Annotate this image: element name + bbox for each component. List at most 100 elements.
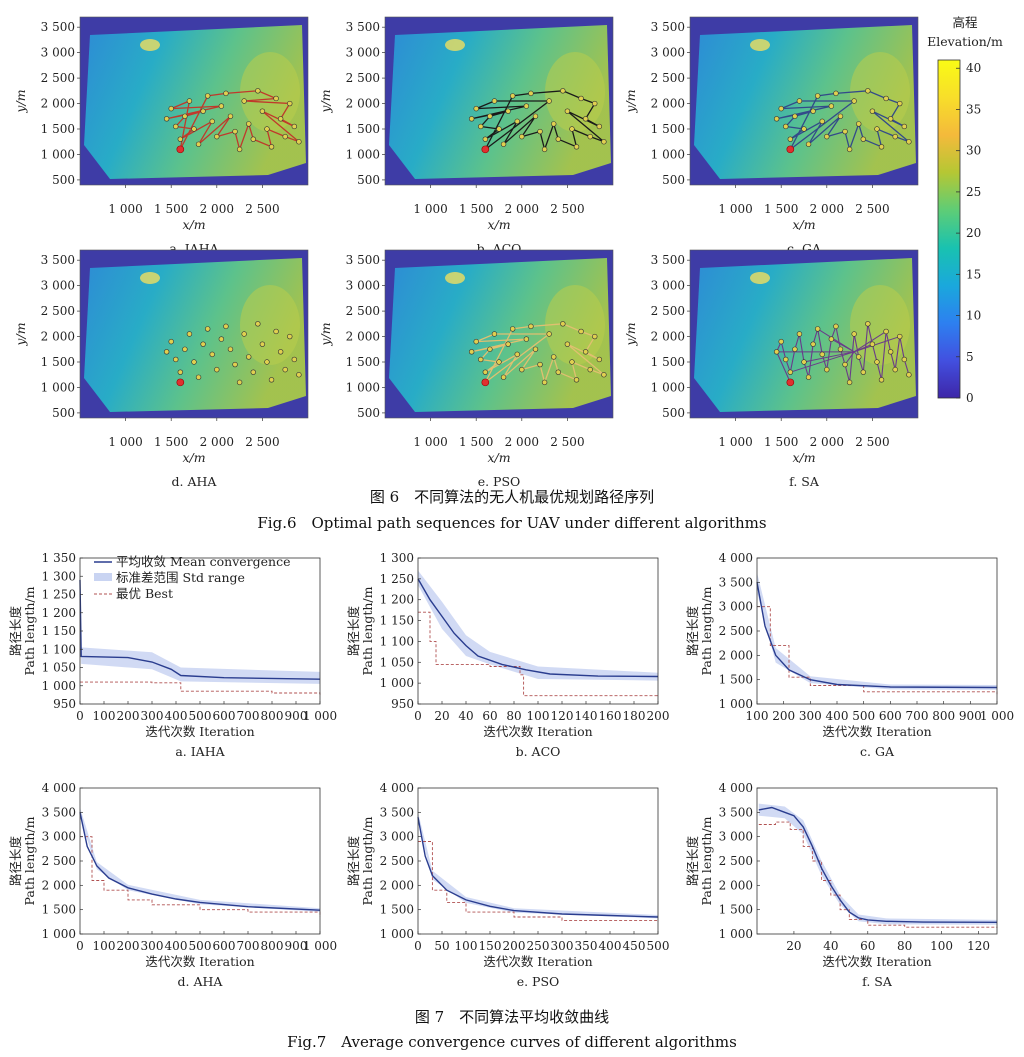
waypoint	[856, 121, 862, 127]
waypoint	[473, 338, 479, 345]
x-axis-label: 迭代次数 Iteration	[145, 954, 254, 969]
uav-path	[776, 90, 910, 152]
waypoint	[478, 123, 484, 130]
waypoint	[491, 98, 498, 104]
fig7-group: 950 1 000 1 050 1 100 1 150 1 200 1 250 1 300 1 …	[8, 551, 1014, 989]
map-panel: 3 500 3 000 2 500 2 000 1 500 1 000 500 1 000 1 …	[623, 249, 919, 489]
y-tick-label: 2 000	[651, 330, 685, 344]
x-axis-label: 迭代次数 Iteration	[822, 954, 931, 969]
waypoint	[200, 341, 206, 347]
waypoint	[824, 366, 830, 373]
y-tick-label: 1 000	[651, 147, 685, 161]
waypoint	[195, 141, 202, 147]
x-tick-label: 250	[527, 939, 550, 953]
waypoint	[296, 139, 302, 145]
y-tick-label: 3 500	[651, 20, 685, 34]
start-point	[481, 378, 490, 387]
x-tick-label: 1 000	[303, 939, 337, 953]
y-tick-label: 3 500	[651, 253, 685, 267]
x-tick-label: 100	[746, 709, 769, 723]
waypoint	[223, 90, 229, 97]
waypoint	[592, 100, 598, 107]
waypoint	[204, 326, 211, 332]
y-tick-label: 2 000	[346, 97, 380, 111]
uav-path-segment	[854, 336, 900, 353]
waypoint	[778, 105, 784, 112]
waypoint	[833, 90, 839, 97]
terrain-hill	[140, 39, 160, 51]
colorbar-tick-label: 15	[966, 267, 981, 281]
waypoint	[778, 338, 784, 345]
y-tick-label: 1 500	[346, 122, 380, 136]
x-tick-label: 1 500	[154, 202, 188, 216]
x-tick-label: 0	[76, 709, 84, 723]
x-axis-label: x/m	[792, 450, 815, 465]
x-tick-label: 500	[647, 939, 670, 953]
waypoint	[268, 377, 275, 383]
waypoint	[482, 369, 489, 375]
legend-std-label: 标准差范围 Std range	[116, 570, 245, 585]
waypoint	[537, 361, 543, 368]
waypoint	[906, 372, 912, 378]
y-tick-label: 1 000	[41, 380, 75, 394]
waypoint	[582, 349, 589, 355]
waypoint	[833, 323, 839, 330]
y-tick-label: 1 000	[651, 380, 685, 394]
waypoint	[601, 139, 607, 145]
fig6-caption-cn: 图 6 不同算法的无人机最优规划路径序列	[370, 488, 654, 506]
waypoint	[837, 346, 844, 352]
waypoint	[268, 144, 275, 150]
x-tick-label: 200	[117, 709, 140, 723]
waypoint	[869, 341, 876, 347]
waypoint	[505, 108, 511, 114]
waypoint	[837, 113, 844, 119]
waypoint	[277, 349, 284, 355]
y-tick-label: 2 500	[380, 854, 414, 868]
y-tick-label: 500	[662, 173, 685, 187]
terrain-ridge	[240, 285, 300, 365]
mean-line	[756, 582, 998, 689]
y-axis-label-cn: 路径长度	[346, 836, 361, 887]
y-tick-label: 1 500	[719, 903, 753, 917]
waypoint	[241, 98, 247, 104]
waypoint	[246, 121, 252, 127]
x-tick-label: 400	[599, 939, 622, 953]
y-tick-label: 3 000	[346, 46, 380, 60]
x-tick-label: 350	[575, 939, 598, 953]
x-tick-label: 2 000	[505, 435, 539, 449]
y-tick-label: 1 050	[380, 655, 414, 669]
x-tick-label: 60	[860, 939, 875, 953]
waypoint	[892, 366, 898, 373]
waypoint	[814, 326, 821, 332]
x-tick-label: 100	[93, 939, 116, 953]
y-tick-label: 2 500	[41, 71, 75, 85]
best-line	[418, 841, 659, 922]
colorbar-tick-label: 10	[966, 309, 981, 323]
waypoint	[287, 100, 293, 107]
waypoint	[227, 113, 234, 119]
elevation-colorbar: 高程 Elevation/m 0 5 10 15 20 25 30 35 40	[927, 15, 1003, 405]
x-tick-label: 0	[76, 939, 84, 953]
y-axis-label-en: Path length/m	[360, 816, 375, 905]
waypoint	[163, 116, 170, 122]
x-tick-label: 2 000	[200, 435, 234, 449]
map-frame	[689, 16, 919, 186]
waypoint	[796, 331, 803, 337]
waypoint	[259, 108, 266, 114]
plot-caption: e. PSO	[517, 974, 560, 989]
waypoint	[468, 349, 475, 355]
y-tick-label: 500	[662, 406, 685, 420]
y-tick-label: 2 500	[651, 71, 685, 85]
waypoint	[227, 346, 234, 352]
y-tick-label: 4 000	[719, 551, 753, 565]
x-tick-label: 1 000	[303, 709, 337, 723]
x-tick-label: 2 500	[550, 435, 584, 449]
waypoint	[277, 116, 284, 122]
y-tick-label: 1 000	[719, 927, 753, 941]
y-tick-label: 1 300	[380, 551, 414, 565]
x-tick-label: 60	[482, 709, 497, 723]
map-panel: 3 500 3 000 2 500 2 000 1 500 1 000 500 1 000 1 …	[13, 249, 309, 489]
x-tick-label: 700	[237, 939, 260, 953]
